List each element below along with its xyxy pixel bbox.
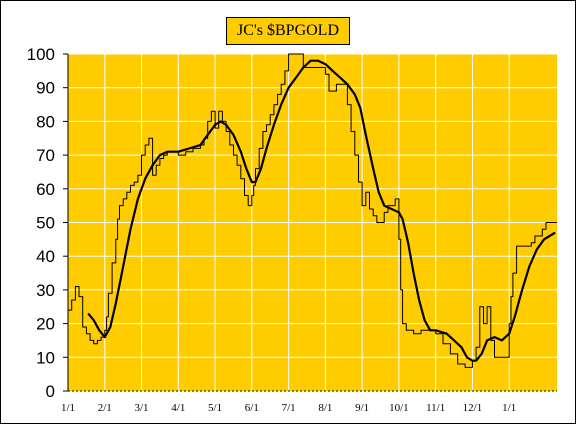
x-tick-label: 10/1 xyxy=(389,402,409,414)
y-tick-label: 80 xyxy=(36,112,55,131)
x-tick-label: 9/1 xyxy=(355,402,369,414)
x-tick-label: 11/1 xyxy=(426,402,445,414)
x-tick-label: 1/1 xyxy=(502,402,516,414)
smoothed-series-line xyxy=(87,59,556,362)
x-tick-label: 3/1 xyxy=(135,402,149,414)
x-tick-label: 7/1 xyxy=(282,402,296,414)
x-tick-label: 5/1 xyxy=(208,402,222,414)
x-tick-label: 1/1 xyxy=(61,402,75,414)
y-tick-label: 90 xyxy=(36,79,55,98)
y-tick-label: 30 xyxy=(36,281,55,300)
y-tick-label: 20 xyxy=(36,315,55,334)
y-tick-label: 40 xyxy=(36,247,55,266)
series-lines xyxy=(68,53,557,368)
x-tick-label: 8/1 xyxy=(318,402,332,414)
x-tick-label: 2/1 xyxy=(98,402,112,414)
y-tick-label: 50 xyxy=(36,214,55,233)
chart-title: JC's $BPGOLD xyxy=(226,17,350,45)
y-tick-label: 60 xyxy=(36,180,55,199)
raw-series-line xyxy=(68,53,557,368)
y-tick-label: 0 xyxy=(46,382,55,401)
axes xyxy=(63,53,557,392)
x-tick-label: 6/1 xyxy=(245,402,259,414)
grid-lines xyxy=(68,53,557,391)
y-tick-label: 70 xyxy=(36,146,55,165)
y-tick-labels: 0 10 20 30 40 50 60 70 80 90 100 xyxy=(27,45,55,401)
y-tick-label: 10 xyxy=(36,348,55,367)
y-tick-label: 100 xyxy=(27,45,55,64)
x-tick-label: 12/1 xyxy=(463,402,483,414)
x-tick-labels: 1/1 2/1 3/1 4/1 5/1 6/1 7/1 8/1 9/1 10/1 11/1 12/1 1… xyxy=(61,402,516,414)
x-tick-label: 4/1 xyxy=(171,402,185,414)
